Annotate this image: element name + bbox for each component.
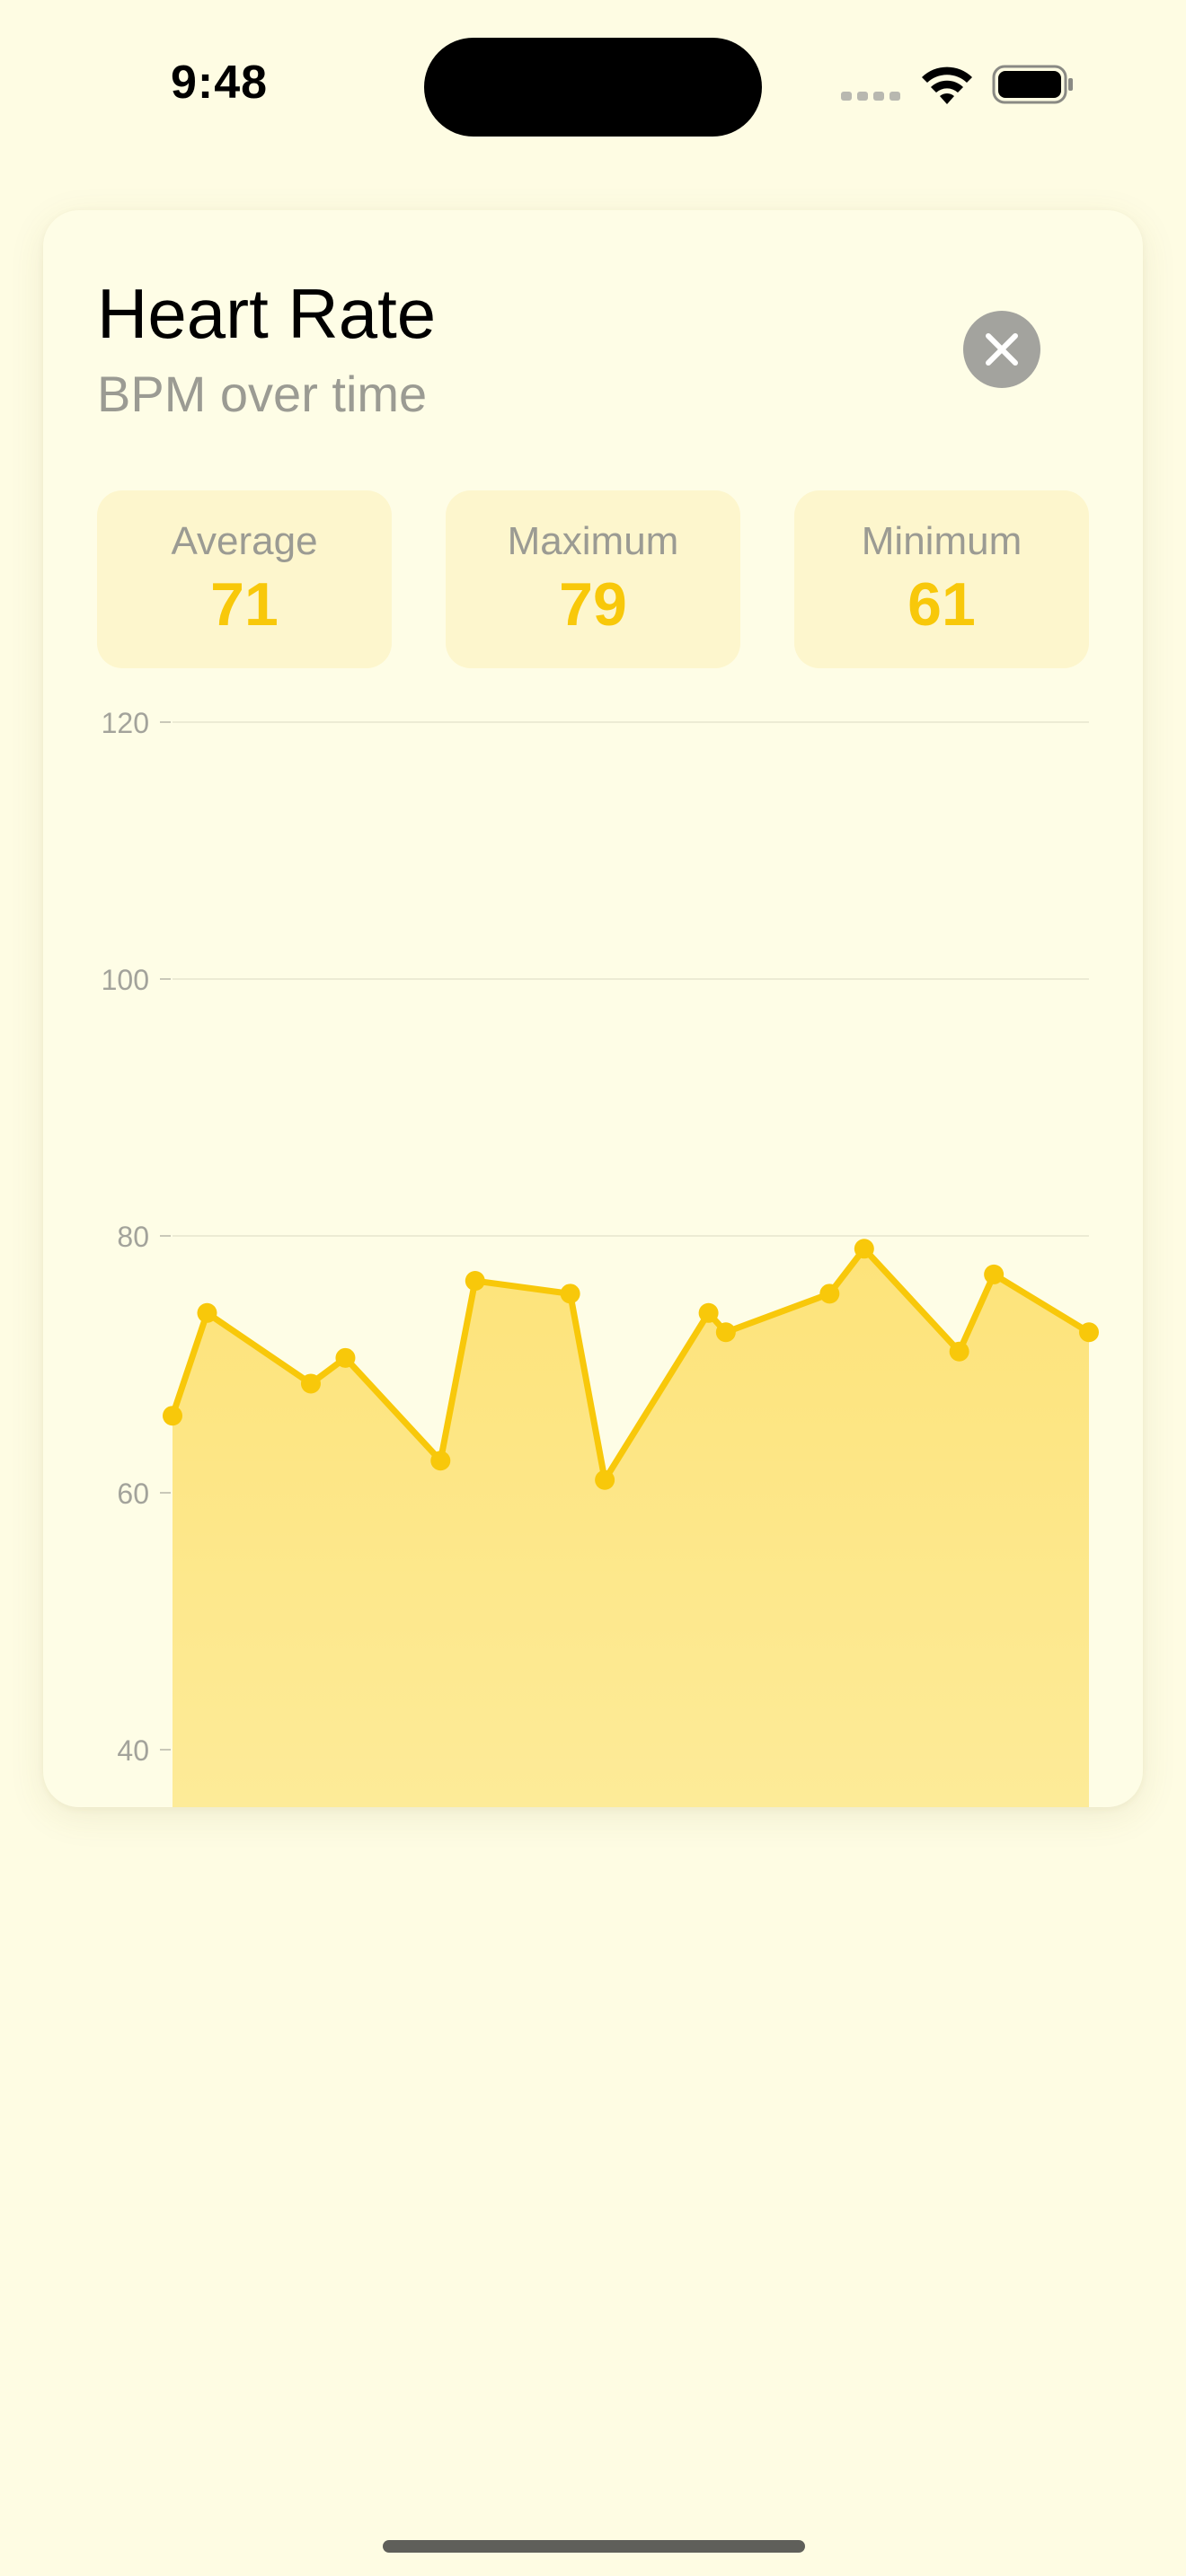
wifi-icon — [922, 66, 972, 104]
heart-rate-chart: 120 100 80 60 40 — [102, 707, 1099, 1807]
stat-maximum: Maximum 79 — [446, 490, 740, 668]
data-point — [949, 1341, 969, 1362]
stat-maximum-label: Maximum — [507, 519, 679, 563]
data-point — [1079, 1322, 1099, 1343]
data-point — [715, 1322, 736, 1343]
data-point — [335, 1347, 356, 1368]
data-point — [300, 1373, 321, 1394]
y-tick-label: 60 — [117, 1478, 149, 1510]
stat-maximum-value: 79 — [559, 570, 627, 639]
stat-average: Average 71 — [97, 490, 392, 668]
stat-minimum: Minimum 61 — [794, 490, 1089, 668]
close-icon — [986, 333, 1018, 366]
card-title: Heart Rate — [97, 274, 437, 353]
data-point — [819, 1284, 840, 1304]
stat-average-label: Average — [171, 519, 318, 563]
card-subtitle: BPM over time — [97, 366, 428, 422]
stat-minimum-value: 61 — [907, 570, 976, 639]
data-point — [465, 1271, 485, 1292]
battery-icon — [992, 65, 1073, 104]
stat-average-value: 71 — [210, 570, 279, 639]
heart-rate-card: 120 100 80 60 40 Heart Rate BPM over time Av… — [43, 210, 1143, 1807]
dynamic-island — [424, 38, 762, 137]
data-point — [430, 1451, 451, 1471]
home-indicator — [383, 2540, 805, 2553]
close-button[interactable] — [963, 311, 1040, 388]
y-tick-label: 100 — [102, 964, 149, 996]
cellular-icon — [841, 92, 900, 101]
area-fill — [173, 1248, 1089, 1807]
y-tick-label: 80 — [117, 1221, 149, 1253]
data-point — [163, 1406, 182, 1426]
data-point — [560, 1284, 580, 1304]
y-tick-label: 40 — [117, 1734, 149, 1767]
status-time: 9:48 — [171, 57, 269, 109]
stat-minimum-label: Minimum — [861, 519, 1022, 563]
data-point — [197, 1302, 217, 1323]
data-point — [984, 1264, 1005, 1284]
data-point — [698, 1302, 719, 1323]
data-point — [854, 1239, 874, 1259]
y-tick-label: 120 — [102, 707, 149, 739]
data-point — [595, 1469, 615, 1490]
